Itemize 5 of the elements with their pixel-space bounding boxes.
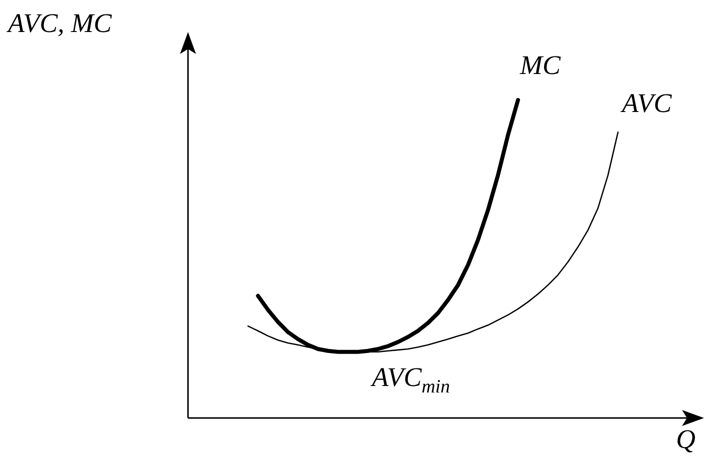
y-axis-title: AVC, MC — [8, 8, 112, 39]
x-axis-title: Q — [676, 424, 696, 455]
annotation: AVC$_{min}$ — [372, 362, 450, 398]
series-label: AVC — [622, 88, 672, 119]
series-label: MC — [520, 50, 560, 81]
